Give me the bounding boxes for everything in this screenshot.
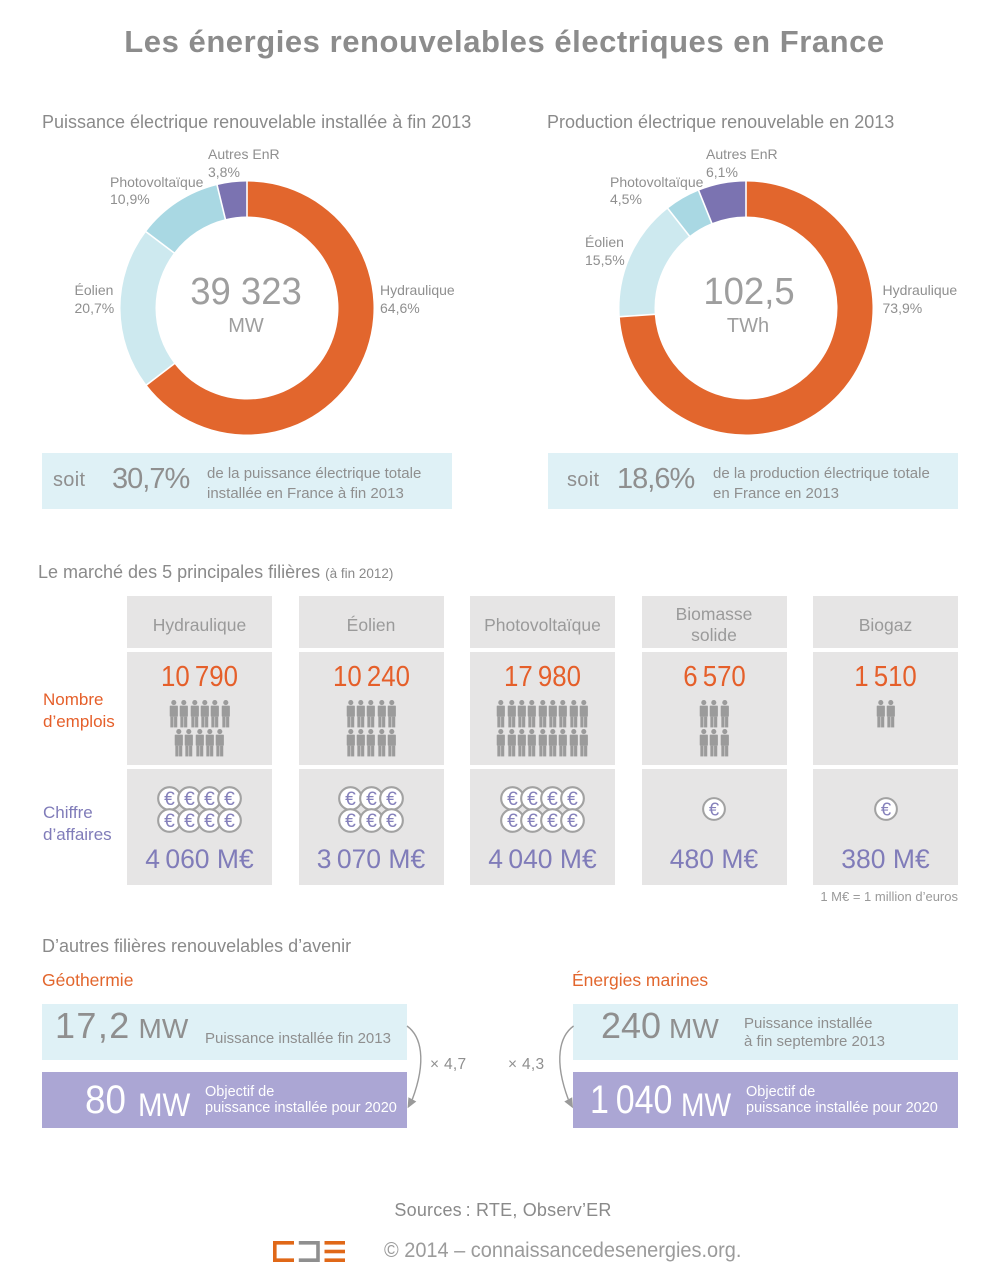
svg-text:€: € [204, 789, 215, 810]
svg-text:€: € [527, 789, 538, 810]
svg-text:€: € [568, 789, 579, 810]
svg-text:€: € [880, 798, 890, 819]
svg-text:€: € [547, 811, 558, 832]
svg-text:€: € [345, 811, 356, 832]
svg-text:€: € [366, 789, 377, 810]
svg-text:€: € [225, 789, 236, 810]
svg-text:€: € [386, 789, 397, 810]
svg-text:€: € [366, 811, 377, 832]
svg-text:€: € [507, 789, 518, 810]
svg-text:€: € [164, 789, 175, 810]
svg-text:€: € [709, 798, 719, 819]
svg-text:€: € [568, 811, 579, 832]
svg-text:€: € [204, 811, 215, 832]
svg-text:€: € [345, 789, 356, 810]
svg-text:€: € [184, 789, 195, 810]
svg-text:€: € [386, 811, 397, 832]
svg-text:€: € [225, 811, 236, 832]
svg-text:€: € [527, 811, 538, 832]
svg-text:€: € [164, 811, 175, 832]
svg-text:€: € [507, 811, 518, 832]
svg-text:€: € [547, 789, 558, 810]
svg-text:€: € [184, 811, 195, 832]
